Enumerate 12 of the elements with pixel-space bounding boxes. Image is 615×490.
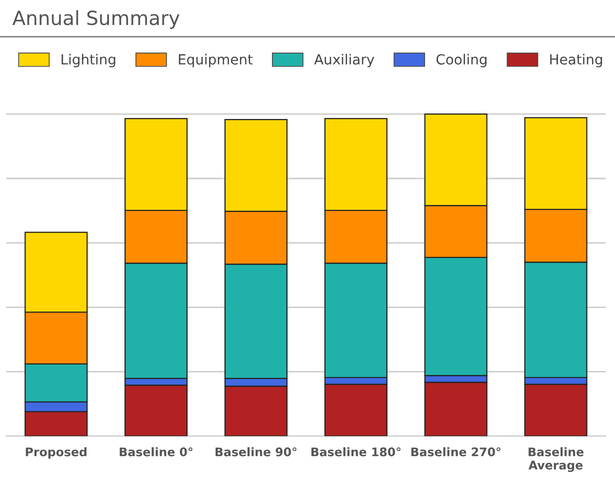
legend-label: Cooling xyxy=(436,54,486,68)
chart-title: Annual Summary xyxy=(12,10,180,30)
legend-label: Lighting xyxy=(62,54,116,68)
x-tick-label: Baseline 180° xyxy=(311,447,400,456)
x-tick-label: Baseline Average xyxy=(528,447,584,472)
x-tick-label: Baseline 270° xyxy=(411,447,500,456)
legend-label: Auxiliary xyxy=(314,54,374,68)
x-tick-label: Baseline 0° xyxy=(120,447,192,456)
x-tick-label: Baseline 90° xyxy=(216,447,296,456)
legend-label: Equipment xyxy=(178,54,253,68)
legend-label: Heating xyxy=(550,54,602,68)
x-tick-label: Proposed xyxy=(26,447,86,459)
